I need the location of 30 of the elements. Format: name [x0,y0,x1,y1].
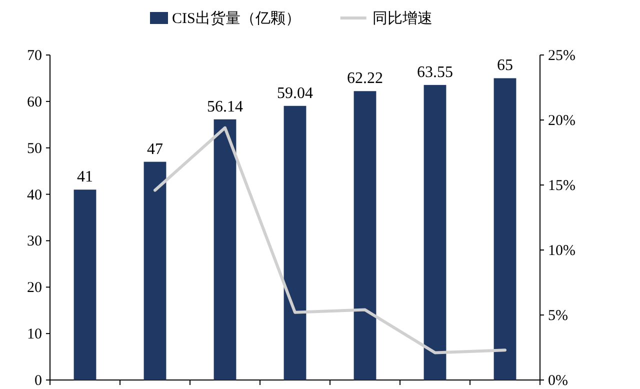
data-label: 62.22 [347,70,383,88]
y2-tick-label: 5% [548,308,568,324]
y-tick-label: 20 [27,280,42,296]
y-tick-label: 40 [27,187,42,204]
y2-tick-label: 0% [548,373,568,389]
data-label: 56.14 [207,98,243,116]
data-label: 47 [147,140,163,158]
bar [424,84,446,380]
y-tick-label: 0 [34,373,42,389]
legend-label: CIS出货量（亿颗） [172,10,300,27]
data-label: 65 [497,57,513,74]
y-tick-label: 60 [27,94,42,110]
y2-tick-label: 10% [548,243,576,259]
legend-label: 同比增速 [372,10,432,27]
bar [144,162,166,380]
y-tick-label: 10 [27,326,42,343]
y2-tick-label: 20% [548,113,576,129]
y2-tick-label: 25% [548,48,576,64]
bar [494,78,516,380]
bar [354,91,376,380]
data-label: 59.04 [277,84,313,102]
data-label: 63.55 [417,64,453,81]
y2-tick-label: 15% [548,178,576,194]
data-label: 41 [77,168,93,186]
y-tick-label: 30 [27,234,42,250]
y-tick-label: 70 [27,48,42,64]
bar [214,119,236,380]
bar [284,106,306,380]
y-tick-label: 50 [27,140,42,157]
bar [74,190,96,380]
